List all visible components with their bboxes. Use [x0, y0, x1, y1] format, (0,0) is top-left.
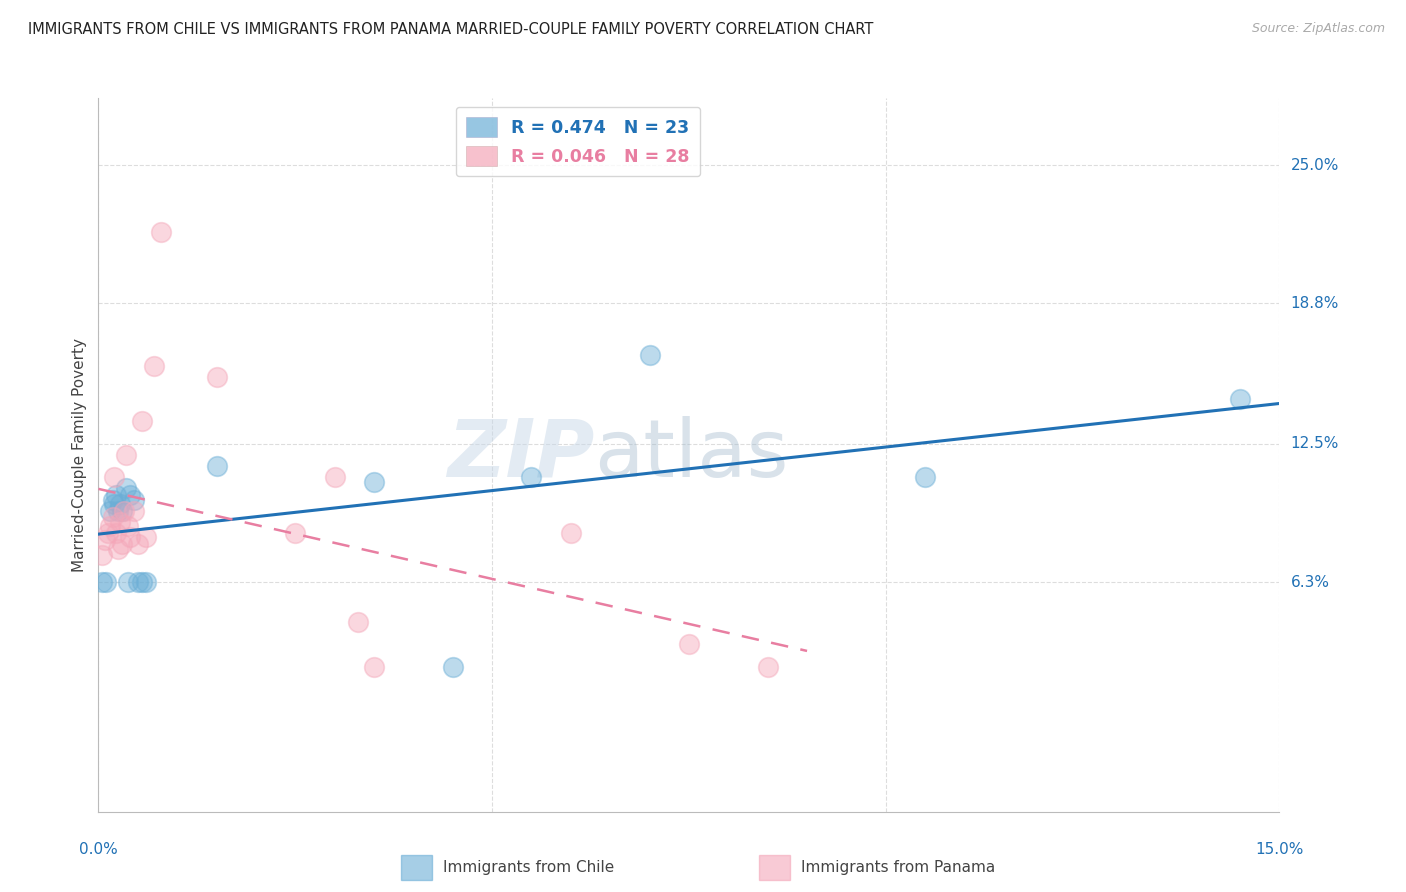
Point: [363, 475, 385, 489]
Point: [117, 574, 139, 589]
Y-axis label: Married-Couple Family Poverty: Married-Couple Family Poverty: [72, 338, 87, 572]
Point: [115, 448, 138, 462]
Point: [104, 488, 127, 502]
Point: [914, 470, 936, 484]
Point: [347, 615, 370, 630]
Point: [127, 574, 149, 589]
Text: ZIP: ZIP: [447, 416, 595, 494]
Point: [115, 482, 138, 496]
Point: [101, 492, 124, 507]
Point: [122, 492, 145, 507]
Point: [103, 497, 125, 511]
Text: 12.5%: 12.5%: [1291, 436, 1339, 451]
Point: [756, 660, 779, 674]
Point: [127, 537, 149, 551]
Point: [91, 548, 114, 563]
Text: Immigrants from Panama: Immigrants from Panama: [801, 860, 995, 874]
Text: IMMIGRANTS FROM CHILE VS IMMIGRANTS FROM PANAMA MARRIED-COUPLE FAMILY POVERTY CO: IMMIGRANTS FROM CHILE VS IMMIGRANTS FROM…: [28, 22, 873, 37]
Point: [150, 225, 173, 239]
Text: 25.0%: 25.0%: [1291, 158, 1339, 172]
Point: [108, 515, 131, 529]
Point: [205, 458, 228, 473]
Point: [678, 637, 700, 651]
Point: [441, 660, 464, 674]
Point: [104, 525, 127, 540]
Point: [1229, 392, 1251, 407]
Point: [107, 541, 129, 556]
Point: [363, 660, 385, 674]
Point: [98, 519, 121, 533]
Point: [93, 533, 115, 547]
Text: Immigrants from Chile: Immigrants from Chile: [443, 860, 614, 874]
Point: [112, 503, 135, 517]
Text: atlas: atlas: [595, 416, 789, 494]
Point: [108, 497, 131, 511]
Point: [118, 530, 141, 544]
Point: [103, 470, 125, 484]
Point: [111, 537, 134, 551]
Point: [323, 470, 346, 484]
Text: Source: ZipAtlas.com: Source: ZipAtlas.com: [1251, 22, 1385, 36]
Point: [131, 574, 153, 589]
Text: 0.0%: 0.0%: [79, 842, 118, 857]
Legend: R = 0.474   N = 23, R = 0.046   N = 28: R = 0.474 N = 23, R = 0.046 N = 28: [456, 107, 700, 177]
Point: [91, 574, 114, 589]
Point: [118, 488, 141, 502]
Point: [96, 574, 118, 589]
Point: [131, 414, 153, 428]
Point: [98, 503, 121, 517]
Point: [107, 503, 129, 517]
Point: [638, 347, 661, 362]
Point: [560, 525, 582, 540]
Text: 6.3%: 6.3%: [1291, 574, 1330, 590]
Point: [97, 525, 120, 540]
Point: [101, 510, 124, 524]
Point: [135, 530, 157, 544]
Text: 15.0%: 15.0%: [1256, 842, 1303, 857]
Point: [122, 503, 145, 517]
Point: [284, 525, 307, 540]
Point: [142, 359, 165, 373]
Point: [520, 470, 543, 484]
Text: 18.8%: 18.8%: [1291, 296, 1339, 310]
Point: [135, 574, 157, 589]
Point: [117, 519, 139, 533]
Point: [111, 503, 134, 517]
Point: [205, 369, 228, 384]
